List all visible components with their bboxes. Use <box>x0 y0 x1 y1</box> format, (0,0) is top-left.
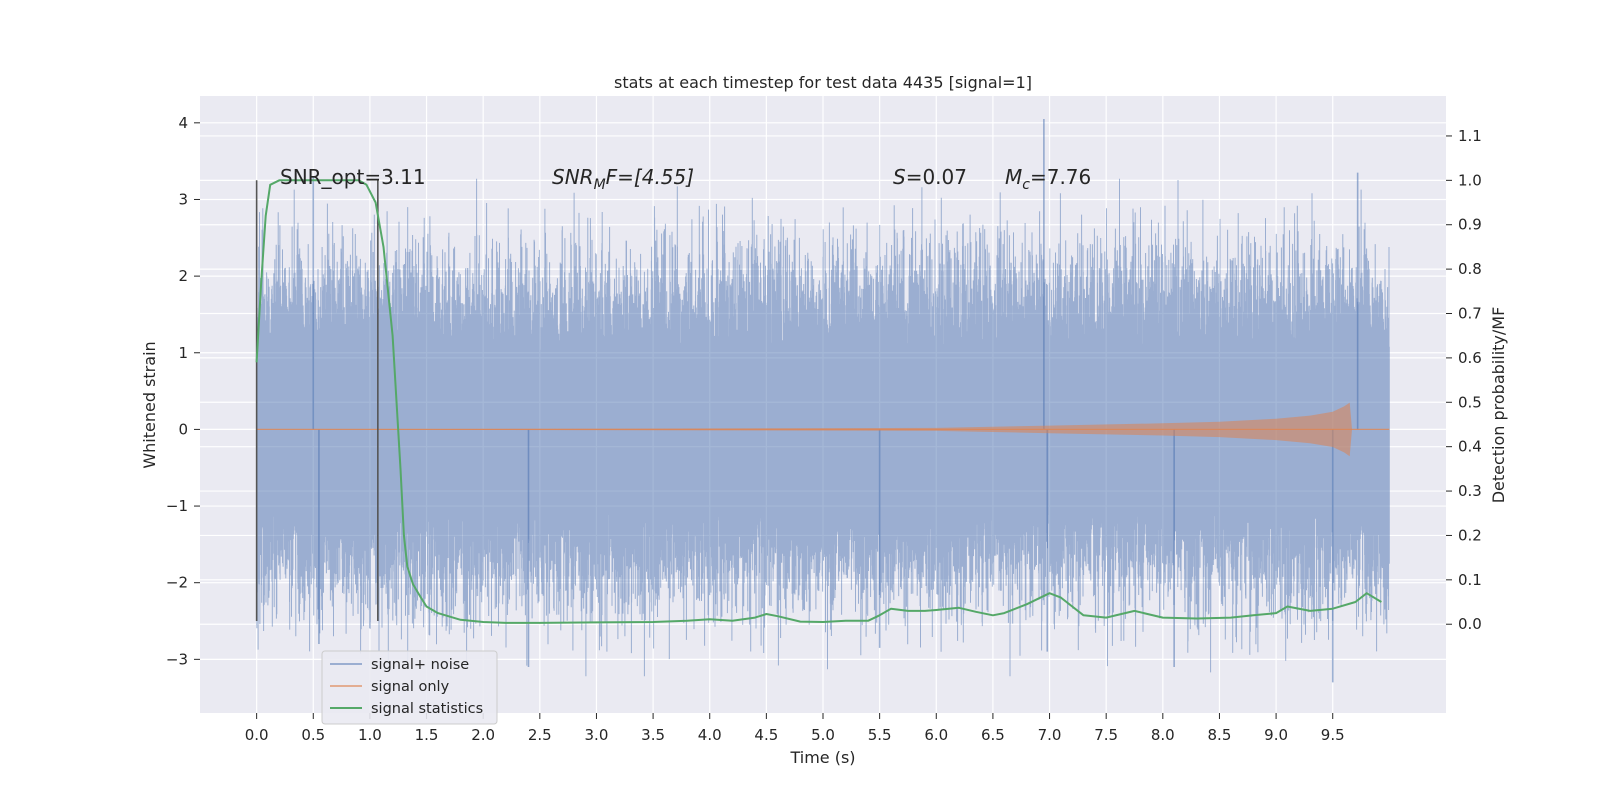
x-tick-label: 5.5 <box>868 726 892 744</box>
x-tick-label: 1.0 <box>358 726 382 744</box>
annotation-snr-mf: SNRMF=[4.55] <box>552 165 694 193</box>
legend-label-noise: signal+ noise <box>371 657 469 673</box>
y-tick-label: 0 <box>178 420 188 438</box>
annotation-s-label: S <box>893 165 906 189</box>
x-tick-label: 6.0 <box>924 726 948 744</box>
x-tick-label: 4.0 <box>698 726 722 744</box>
annotation-mc-label: M <box>1005 165 1022 189</box>
y-tick-label: 4 <box>178 114 188 132</box>
x-tick-label: 8.5 <box>1208 726 1232 744</box>
y-tick-label: 1 <box>178 344 188 362</box>
y-tick-label: −2 <box>166 574 188 592</box>
ticks: 0.0 0.5 1.0 1.5 2.0 2.5 3.0 3.5 4.0 4.5 5.0 5.5 6.0 6… <box>166 114 1482 744</box>
stats-line <box>255 179 1382 624</box>
x-tick-label: 3.5 <box>641 726 665 744</box>
x-tick-label: 5.0 <box>811 726 835 744</box>
x-tick-label: 7.0 <box>1038 726 1062 744</box>
y-tick-label: 2 <box>178 267 188 285</box>
annotation-snr-mf-label: SNR <box>552 165 594 189</box>
y-right-axis-label: Detection probability/MF <box>1489 307 1508 504</box>
y-right-tick-label: 0.4 <box>1458 438 1482 456</box>
x-tick-label: 7.5 <box>1094 726 1118 744</box>
y-axis-label: Whitened strain <box>140 341 159 468</box>
x-tick-label: 2.5 <box>528 726 552 744</box>
x-tick-label: 3.0 <box>585 726 609 744</box>
annotation-snr-opt: SNR_opt=3.11 <box>280 165 426 189</box>
legend-label-signal: signal only <box>371 679 450 695</box>
vertical-markers <box>255 180 379 622</box>
y-right-tick-label: 0.7 <box>1458 305 1482 323</box>
legend-label-stats: signal statistics <box>371 701 483 717</box>
x-tick-label: 0.5 <box>301 726 325 744</box>
stats-series <box>255 179 1382 624</box>
x-tick-label: 6.5 <box>981 726 1005 744</box>
y-right-tick-label: 0.5 <box>1458 393 1482 411</box>
y-right-tick-label: 1.1 <box>1458 127 1482 145</box>
x-tick-label: 0.0 <box>245 726 269 744</box>
x-tick-label: 9.0 <box>1264 726 1288 744</box>
y-right-tick-label: 0.9 <box>1458 216 1482 234</box>
y-tick-label: −1 <box>166 497 188 515</box>
legend-box <box>321 650 498 725</box>
annotation-snr-mf-sub: M <box>594 177 606 193</box>
y-right-tick-label: 0.8 <box>1458 260 1482 278</box>
y-right-tick-label: 0.1 <box>1458 571 1482 589</box>
y-right-tick-label: 0.2 <box>1458 526 1482 544</box>
x-tick-label: 4.5 <box>754 726 778 744</box>
y-tick-label: −3 <box>166 650 188 668</box>
x-tick-label: 2.0 <box>471 726 495 744</box>
annotation-s: S=0.07 <box>893 165 967 189</box>
annotations: SNR_opt=3.11 SNRMF=[4.55] S=0.07 Mc=7.76 <box>280 165 1091 193</box>
signal-series <box>256 402 1390 457</box>
annotation-mc-sub: c <box>1022 177 1030 193</box>
signal-chirp <box>256 402 1353 457</box>
y-right-tick-label: 0.6 <box>1458 349 1482 367</box>
y-right-tick-label: 0.0 <box>1458 615 1482 633</box>
y-right-tick-label: 0.3 <box>1458 482 1482 500</box>
x-axis-label: Time (s) <box>789 748 855 767</box>
annotation-s-value: =0.07 <box>906 165 967 189</box>
x-tick-label: 9.5 <box>1321 726 1345 744</box>
legend: signal+ noise signal only signal statist… <box>321 650 498 725</box>
annotation-snr-mf-value: F=[4.55] <box>606 165 694 189</box>
annotation-mc-value: =7.76 <box>1030 165 1091 189</box>
chart-title: stats at each timestep for test data 443… <box>614 73 1032 92</box>
x-tick-label: 8.0 <box>1151 726 1175 744</box>
y-right-tick-label: 1.0 <box>1458 171 1482 189</box>
x-tick-label: 1.5 <box>415 726 439 744</box>
y-tick-label: 3 <box>178 190 188 208</box>
annotation-mc: Mc=7.76 <box>1005 165 1091 193</box>
